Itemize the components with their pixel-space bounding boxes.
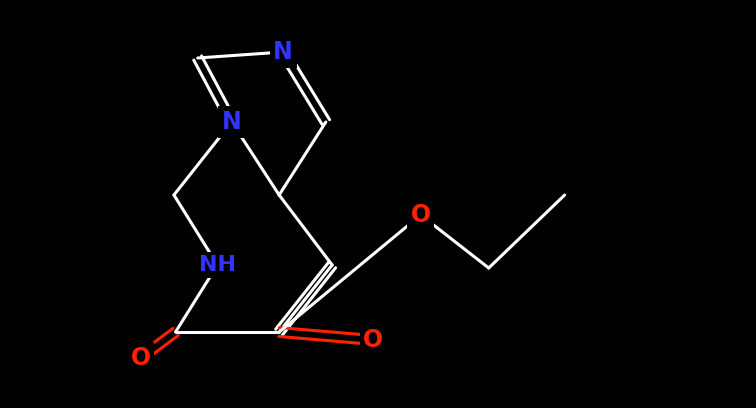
Text: N: N xyxy=(222,110,242,134)
Text: O: O xyxy=(131,346,150,370)
Text: N: N xyxy=(273,40,293,64)
Text: NH: NH xyxy=(199,255,236,275)
Text: O: O xyxy=(363,328,383,352)
Text: O: O xyxy=(411,203,431,227)
